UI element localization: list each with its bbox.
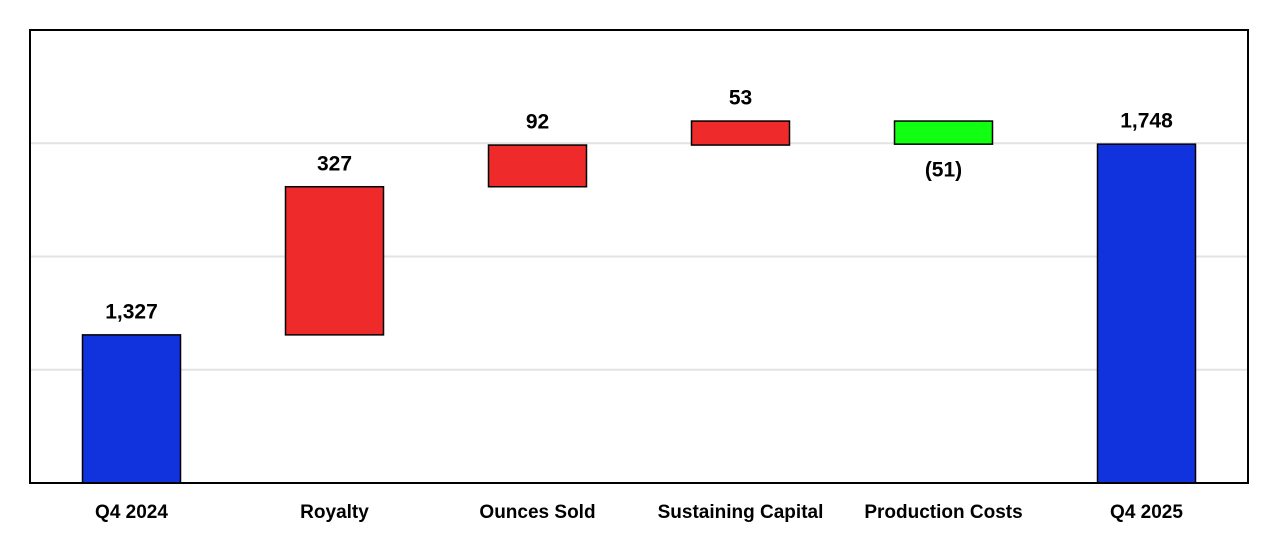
- data-label: 327: [317, 152, 352, 175]
- bar: [690, 120, 791, 146]
- x-tick-label: Ounces Sold: [479, 502, 595, 523]
- data-label: 1,327: [105, 300, 158, 323]
- bar: [81, 334, 182, 484]
- x-tick-label: Q4 2024: [95, 502, 168, 523]
- plot-frame: [29, 29, 1249, 484]
- bar: [284, 185, 385, 336]
- bar: [1096, 143, 1197, 484]
- x-tick-label: Production Costs: [864, 502, 1022, 523]
- data-label: (51): [925, 159, 962, 182]
- bar: [487, 144, 588, 188]
- x-tick-label: Q4 2025: [1110, 502, 1183, 523]
- x-tick-label: Royalty: [300, 502, 369, 523]
- data-label: 1,748: [1120, 110, 1173, 133]
- bar: [893, 120, 994, 145]
- data-label: 92: [526, 111, 549, 134]
- data-label: 53: [729, 87, 752, 110]
- x-tick-label: Sustaining Capital: [658, 502, 824, 523]
